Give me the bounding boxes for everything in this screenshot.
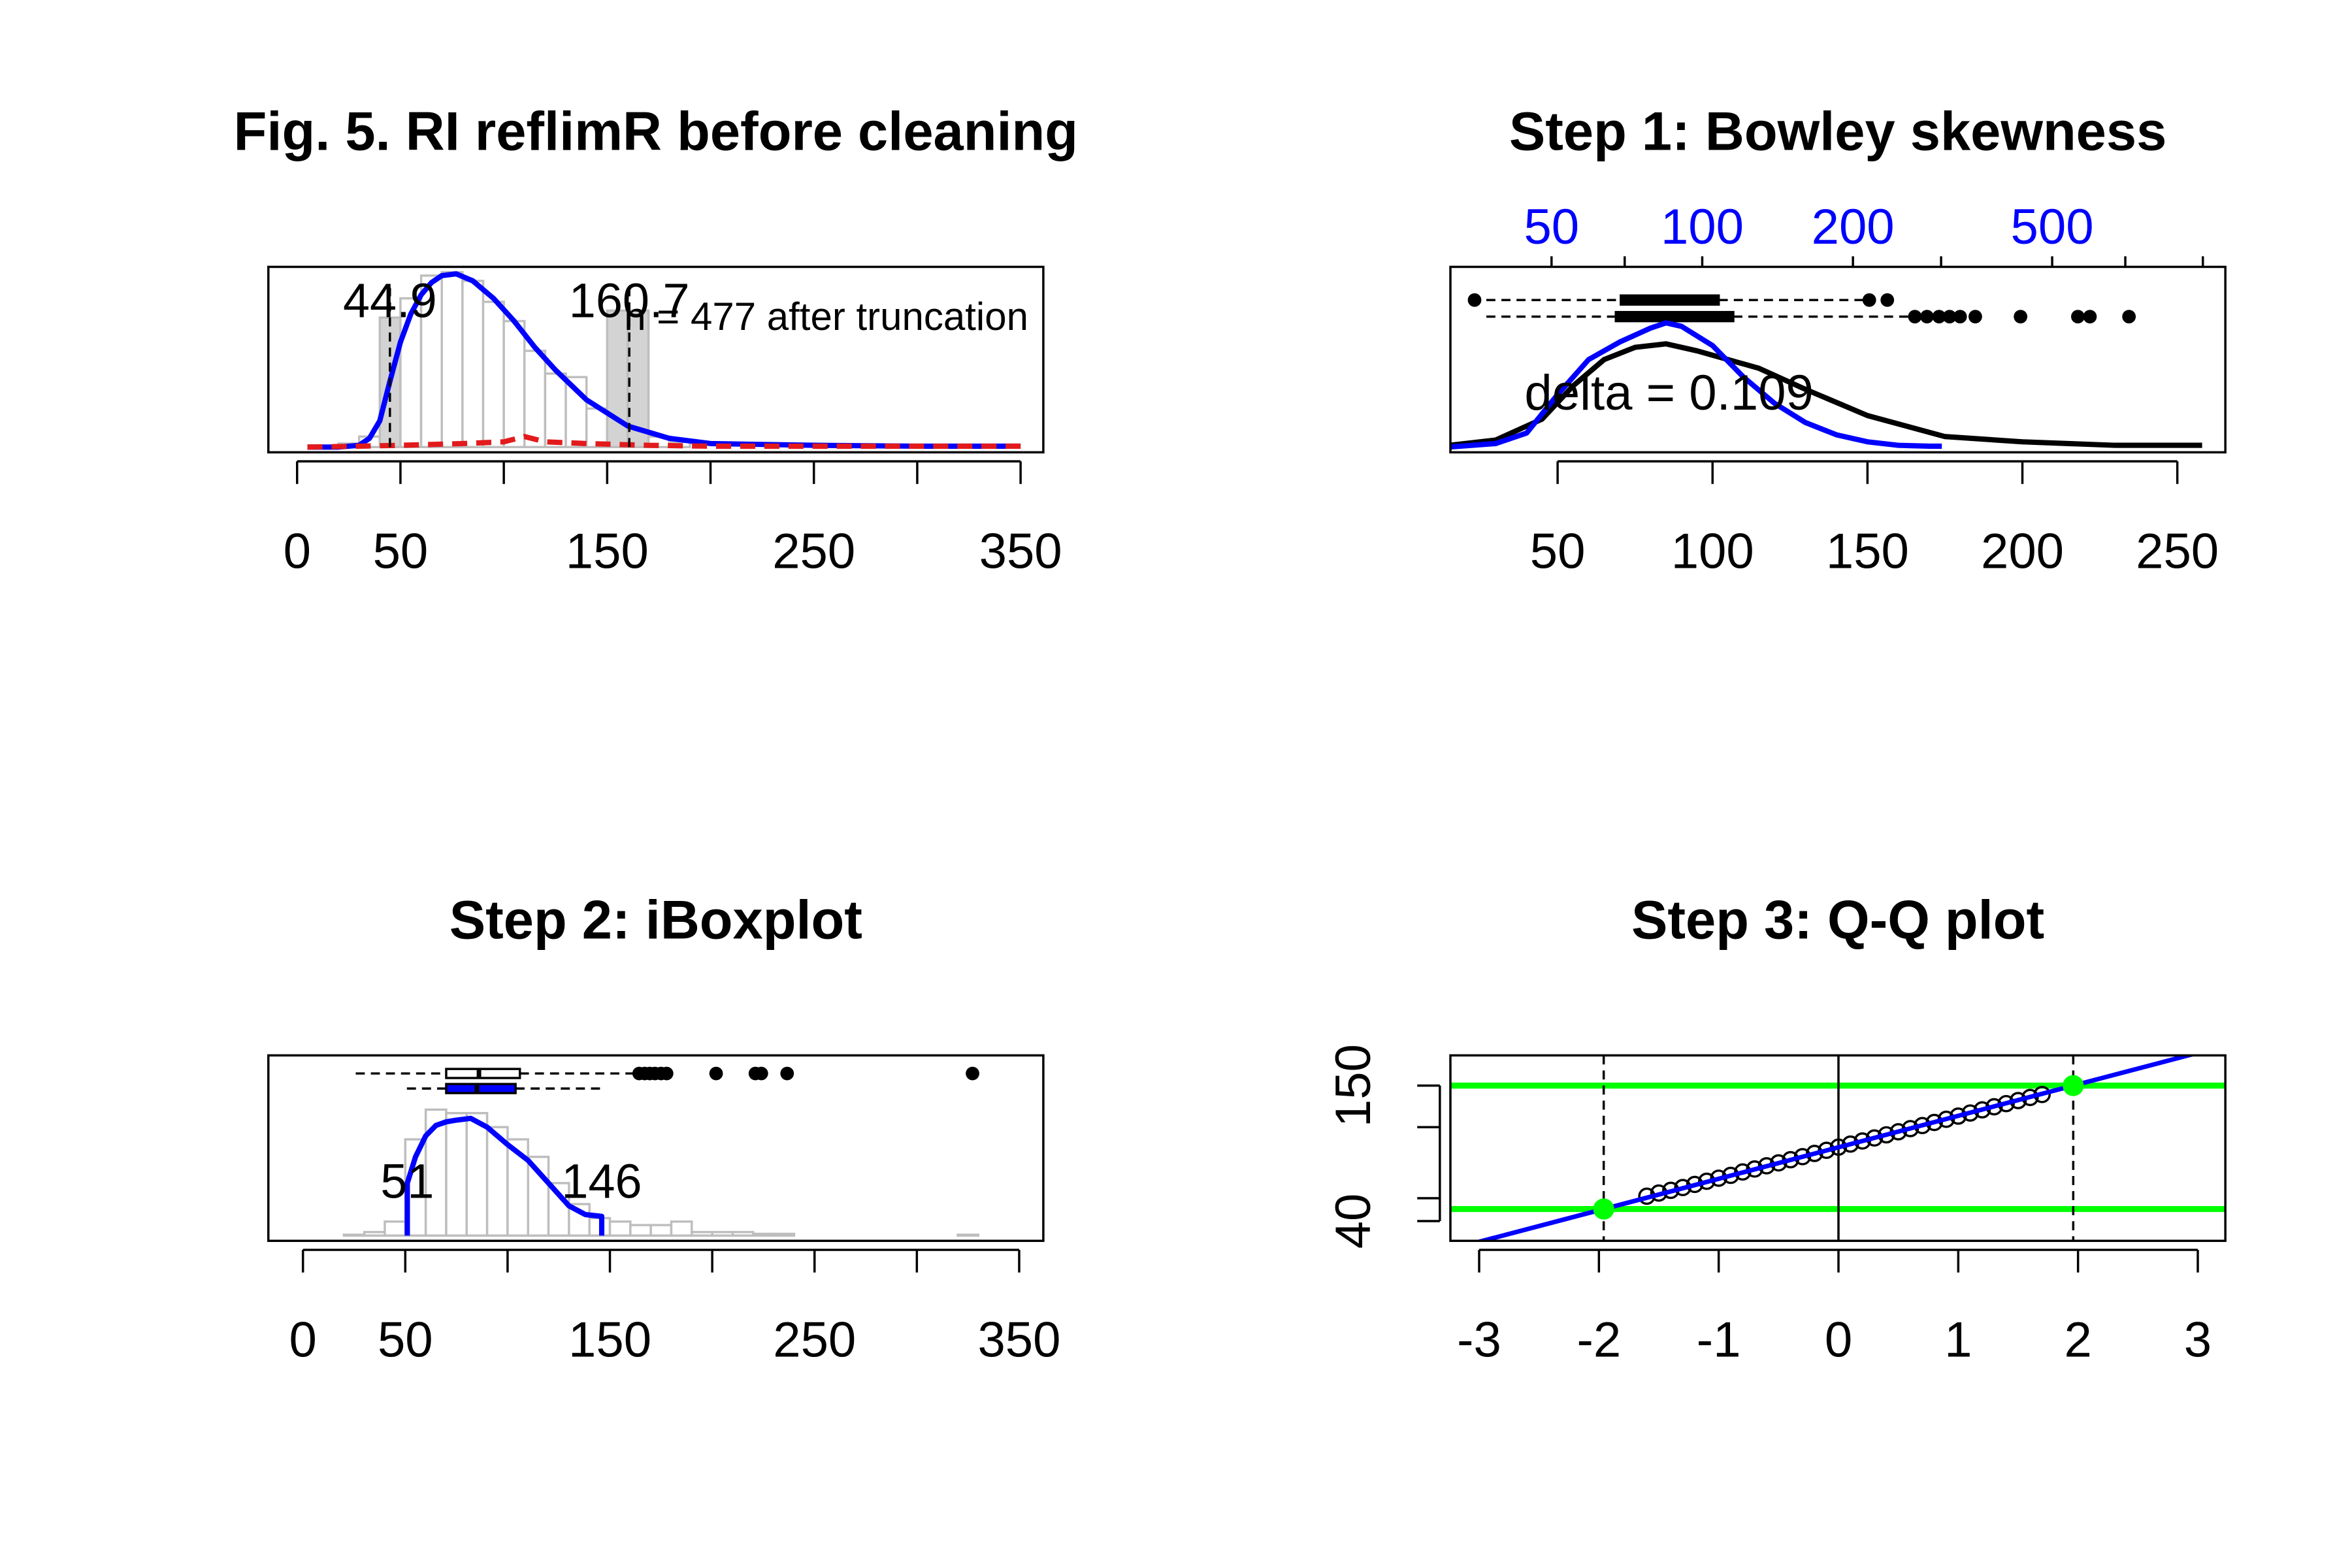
plot-box <box>1449 265 2227 454</box>
x-tick-label: 200 <box>1981 523 2064 579</box>
outlier <box>1862 293 1876 307</box>
plot-area <box>1450 1055 2226 1241</box>
outlier <box>1467 293 1482 307</box>
y-tick-label: 40 <box>1326 1194 1381 1249</box>
x-tick-label: 50 <box>1530 523 1586 579</box>
plot-box <box>267 1054 1045 1242</box>
plot-area <box>342 1066 980 1237</box>
outlier <box>2071 310 2085 323</box>
limit-label: 44.9 <box>343 274 437 328</box>
outlier <box>1908 310 1922 323</box>
density-curve <box>307 434 1021 450</box>
x-tick-label: 0 <box>289 1312 317 1367</box>
x2-tick-label: 200 <box>1812 199 1895 255</box>
box <box>445 1083 517 1094</box>
x-tick-label: -3 <box>1457 1312 1501 1367</box>
annotation: n = 477 after truncation <box>624 295 1028 338</box>
x2-tick-label: 50 <box>1524 199 1579 255</box>
outlier <box>1880 293 1895 307</box>
panel-title: Fig. 5. RI reflimR before cleaning <box>234 101 1078 162</box>
x2-tick-label: 500 <box>2011 199 2094 255</box>
histogram-bar <box>691 1231 713 1237</box>
x-tick-label: 50 <box>378 1312 433 1367</box>
outlier <box>1942 310 1957 323</box>
outlier <box>659 1066 674 1081</box>
plot-box <box>1449 1054 2227 1242</box>
x-tick-label: 3 <box>2184 1312 2212 1367</box>
x-tick-label: -1 <box>1697 1312 1741 1367</box>
x-tick-label: -2 <box>1576 1312 1621 1367</box>
histogram-bar <box>363 1231 386 1237</box>
histogram-bar <box>629 1224 652 1237</box>
histogram-bar <box>606 309 629 449</box>
histogram-bar <box>384 1220 407 1237</box>
histogram-bar <box>711 1231 734 1237</box>
outlier <box>1932 310 1946 323</box>
x-tick-label: 250 <box>2136 523 2219 579</box>
outlier <box>1953 310 1967 323</box>
histogram-bar <box>752 1232 775 1237</box>
histogram-bar <box>502 319 526 449</box>
histogram-bar <box>440 270 464 449</box>
limit-label: 51 <box>380 1154 434 1208</box>
reference-line <box>1473 1055 2197 1241</box>
histogram-bar <box>523 350 547 449</box>
plot-area <box>307 270 1021 450</box>
outlier <box>2014 310 2028 323</box>
panel-title: Step 3: Q-Q plot <box>1631 890 2044 951</box>
histogram-bar <box>608 1220 632 1237</box>
histogram-bar <box>627 309 650 449</box>
x-tick-label: 150 <box>568 1312 651 1367</box>
outlier <box>2083 310 2097 323</box>
limit-label: 160.7 <box>569 274 690 328</box>
histogram-bar <box>649 1224 673 1237</box>
outlier <box>1920 310 1934 323</box>
y-tick-label: 150 <box>1326 1044 1381 1127</box>
x-tick-label: 1 <box>1944 1312 1972 1367</box>
outlier <box>966 1066 979 1081</box>
x-tick-label: 50 <box>373 523 429 579</box>
x-tick-label: 250 <box>773 1312 856 1367</box>
plot-box <box>267 265 1045 454</box>
panel-title: Step 2: iBoxplot <box>449 890 862 951</box>
limit-label: 146 <box>561 1154 642 1208</box>
histogram-bar <box>465 1112 489 1237</box>
histogram-bar <box>772 1232 796 1237</box>
outlier <box>780 1066 794 1081</box>
histogram-bar <box>445 1112 468 1237</box>
reference-point <box>2063 1075 2084 1096</box>
density-curve <box>1450 341 2202 448</box>
histogram-bar <box>670 1220 693 1237</box>
density-curve <box>404 1115 605 1236</box>
x-tick-label: 100 <box>1671 523 1754 579</box>
plot-area <box>1450 293 2202 450</box>
outlier <box>754 1066 768 1081</box>
x-tick-label: 350 <box>979 523 1062 579</box>
histogram-bar <box>544 372 567 449</box>
annotation: delta = 0.109 <box>1524 365 1813 421</box>
density-curve <box>1450 320 1942 450</box>
panel-title: Step 1: Bowley skewness <box>1509 101 2166 162</box>
x-tick-label: 150 <box>566 523 649 579</box>
outlier <box>2122 310 2136 323</box>
histogram-bar <box>731 1231 755 1237</box>
x2-tick-label: 100 <box>1661 199 1744 255</box>
box <box>445 1068 521 1079</box>
outlier <box>709 1066 723 1081</box>
outlier <box>1968 310 1982 323</box>
x-tick-label: 2 <box>2064 1312 2091 1367</box>
reference-point <box>1593 1198 1614 1220</box>
x-tick-label: 150 <box>1826 523 1909 579</box>
box <box>1620 294 1720 306</box>
x-tick-label: 0 <box>1825 1312 1852 1367</box>
x-tick-label: 0 <box>284 523 311 579</box>
density-curve <box>307 271 1021 450</box>
x-tick-label: 350 <box>977 1312 1060 1367</box>
x-tick-label: 250 <box>772 523 855 579</box>
histogram-bar <box>461 280 485 449</box>
histogram-bar <box>482 301 505 449</box>
